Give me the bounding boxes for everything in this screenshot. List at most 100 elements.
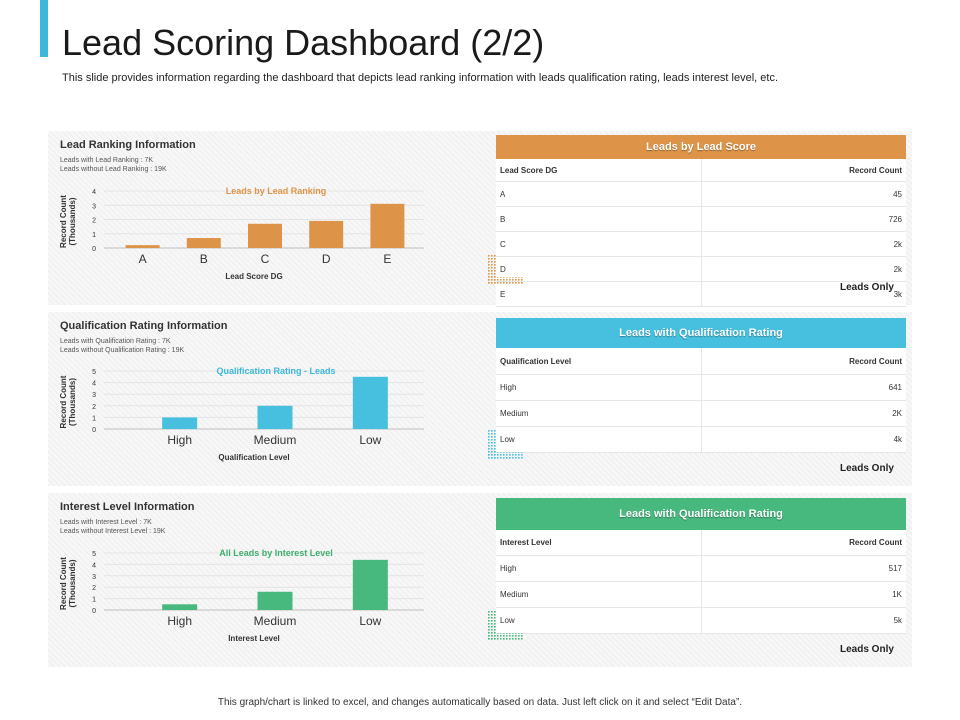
y-tick-label: 3 — [92, 392, 96, 399]
row-label: C — [496, 231, 701, 257]
table-row[interactable]: Medium 2K — [496, 400, 907, 427]
y-tick-label: 0 — [92, 427, 96, 434]
column-header: Qualification Level — [496, 348, 701, 375]
chart-title: Leads by Lead Ranking — [226, 186, 327, 196]
y-tick-label: 2 — [92, 404, 96, 411]
leads-only-label: Leads Only — [840, 282, 894, 293]
y-tick-label: 3 — [92, 574, 96, 581]
qualification-rating-chart[interactable]: 0 1 2 3 4 5 Record Count (Thousands) High Medium L… — [48, 312, 488, 486]
title-accent-bar — [40, 0, 48, 57]
x-tick-label: Low — [359, 433, 381, 447]
section-note: Leads without Interest Level : 19K — [60, 528, 166, 535]
y-tick-label: 4 — [92, 189, 96, 196]
bar — [257, 405, 293, 429]
row-label: Low — [496, 607, 701, 634]
qualification-rating-panel: Qualification Rating Information Leads w… — [48, 312, 912, 486]
table-row[interactable]: High 517 — [496, 555, 907, 582]
y-tick-label: 1 — [92, 597, 96, 604]
row-value: 5k — [700, 607, 907, 634]
bar — [162, 417, 198, 429]
table-row[interactable]: D 2k — [496, 256, 907, 282]
bar — [162, 604, 198, 610]
table-title: Leads with Qualification Rating — [496, 318, 907, 348]
row-label: B — [496, 206, 701, 232]
section-note: Leads with Lead Ranking : 7K — [60, 157, 154, 164]
table-row[interactable]: Low 4k — [496, 426, 907, 453]
bar — [352, 559, 388, 610]
row-value: 2K — [700, 400, 907, 427]
table-row[interactable]: Medium 1K — [496, 581, 907, 608]
leads-only-label: Leads Only — [840, 463, 894, 474]
row-value: 726 — [700, 206, 907, 232]
x-tick-label: C — [261, 252, 270, 266]
lead-ranking-chart[interactable]: 0 1 2 3 4 Record Count (Thousands) A B C D E Leads b… — [48, 131, 488, 305]
row-value: 4k — [700, 426, 907, 453]
interest-table: Leads with Qualification Rating Interest… — [496, 498, 907, 634]
y-tick-label: 4 — [92, 562, 96, 569]
bar — [125, 245, 160, 248]
section-title: Lead Ranking Information — [60, 139, 196, 151]
row-label: High — [496, 555, 701, 582]
interest-level-panel: Interest Level Information Leads with In… — [48, 493, 912, 667]
row-value: 3k — [700, 281, 907, 307]
table-title: Leads by Lead Score — [496, 135, 907, 159]
column-header: Record Count — [700, 348, 907, 375]
table-row[interactable]: Low 5k — [496, 607, 907, 634]
y-axis-label: (Thousands) — [68, 197, 77, 245]
x-axis-label: Interest Level — [228, 634, 280, 643]
page-subtitle: This slide provides information regardin… — [62, 72, 779, 84]
chart-title: Qualification Rating - Leads — [216, 366, 335, 376]
y-axis-label: (Thousands) — [68, 559, 77, 607]
y-axis-label: Record Count — [59, 195, 68, 248]
y-tick-label: 1 — [92, 415, 96, 422]
lead-ranking-panel: Lead Ranking Information Leads with Lead… — [48, 131, 912, 307]
section-note: Leads with Interest Level : 7K — [60, 519, 152, 526]
chart-title: All Leads by Interest Level — [219, 548, 333, 558]
section-title: Interest Level Information — [60, 501, 195, 513]
y-tick-label: 5 — [92, 551, 96, 558]
row-label: E — [496, 281, 701, 307]
row-value: 641 — [700, 374, 907, 401]
bar — [370, 203, 405, 248]
row-label: High — [496, 374, 701, 401]
column-header: Lead Score DG — [496, 159, 701, 182]
y-tick-label: 5 — [92, 369, 96, 376]
table-row[interactable]: B 726 — [496, 206, 907, 232]
dot-ornament-icon — [488, 430, 524, 460]
leads-only-label: Leads Only — [840, 644, 894, 655]
table-row[interactable]: E 3k — [496, 281, 907, 307]
lead-score-table: Leads by Lead Score Lead Score DG Record… — [496, 135, 907, 307]
y-tick-label: 0 — [92, 608, 96, 615]
row-label: Medium — [496, 400, 701, 427]
bar — [248, 223, 282, 248]
row-value: 2k — [700, 256, 907, 282]
row-value: 2k — [700, 231, 907, 257]
column-header: Record Count — [700, 530, 907, 556]
table-row[interactable]: A 45 — [496, 181, 907, 207]
column-header: Interest Level — [496, 530, 701, 556]
y-tick-label: 2 — [92, 585, 96, 592]
section-note: Leads with Qualification Rating : 7K — [60, 338, 171, 345]
section-title: Qualification Rating Information — [60, 320, 228, 332]
row-value: 1K — [700, 581, 907, 608]
table-row[interactable]: C 2k — [496, 231, 907, 257]
interest-level-chart[interactable]: 0 1 2 3 4 5 Record Count (Thousands) High Medium L… — [48, 493, 488, 667]
qualification-table: Leads with Qualification Rating Qualific… — [496, 318, 907, 453]
bar — [309, 220, 344, 248]
dot-ornament-icon — [488, 611, 524, 641]
column-header: Record Count — [700, 159, 907, 182]
y-tick-label: 4 — [92, 381, 96, 388]
y-axis-label: Record Count — [59, 557, 68, 610]
x-tick-label: Medium — [254, 614, 297, 628]
y-tick-label: 2 — [92, 218, 96, 225]
dot-ornament-icon — [488, 255, 524, 285]
bar — [352, 376, 388, 429]
bar — [186, 238, 221, 248]
y-axis-label: (Thousands) — [68, 378, 77, 426]
footer-note: This graph/chart is linked to excel, and… — [217, 697, 743, 708]
y-tick-label: 1 — [92, 232, 96, 239]
row-value: 45 — [700, 181, 907, 207]
row-label: A — [496, 181, 701, 207]
table-row[interactable]: High 641 — [496, 374, 907, 401]
x-tick-label: High — [167, 433, 192, 447]
